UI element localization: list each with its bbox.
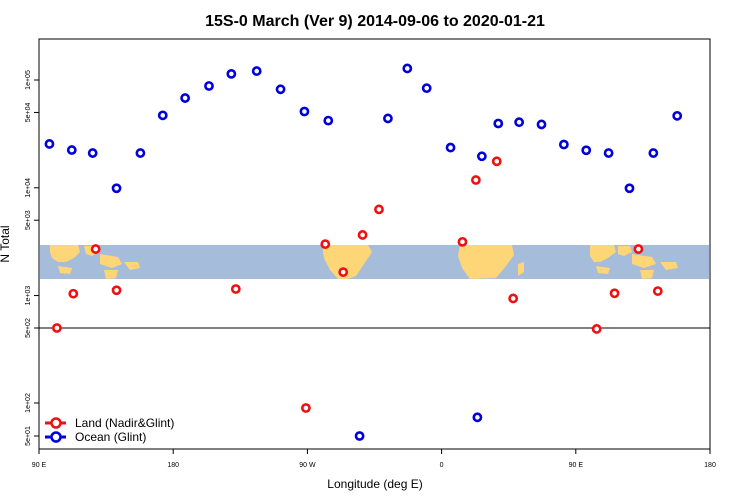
- ocean-point: [383, 113, 393, 124]
- y-tick-label: 1e+02: [25, 393, 32, 413]
- y-tick-label: 1e+04: [25, 178, 32, 198]
- land-point: [338, 267, 349, 278]
- land-point: [633, 244, 644, 254]
- map-land: [596, 266, 610, 274]
- map-land: [58, 266, 72, 274]
- legend-ocean-label: Ocean (Glint): [75, 430, 146, 444]
- land-point: [68, 288, 79, 299]
- x-axis: 90 E 180 90 W 0 90 E 180: [32, 449, 716, 469]
- ocean-point: [354, 431, 365, 441]
- y-tick-label: 5e+04: [25, 103, 32, 123]
- land-point: [508, 293, 519, 304]
- map-land: [660, 262, 678, 270]
- y-tick-label: 1e+03: [25, 286, 32, 306]
- legend-land-label: Land (Nadir&Glint): [75, 416, 174, 430]
- ocean-point: [402, 63, 413, 74]
- map-land: [100, 254, 122, 268]
- ocean-point: [648, 148, 659, 158]
- ocean-point: [87, 148, 98, 158]
- land-point: [652, 286, 663, 296]
- land-point: [357, 230, 368, 240]
- data-points: [44, 63, 683, 441]
- ocean-point: [66, 145, 77, 155]
- x-tick-label: 180: [167, 462, 179, 469]
- land-point: [470, 175, 481, 185]
- map-land: [640, 270, 654, 279]
- land-point: [609, 288, 620, 299]
- ocean-point: [275, 84, 286, 95]
- map-land: [104, 270, 118, 279]
- legend-ocean-marker: [50, 431, 62, 443]
- land-point: [51, 323, 62, 333]
- plot-frame: [38, 38, 711, 450]
- world-map-strip: [40, 245, 709, 279]
- ocean-point: [476, 151, 487, 162]
- map-land: [322, 245, 372, 279]
- ocean-point: [157, 110, 168, 121]
- ocean-point: [624, 183, 635, 194]
- ocean-point: [514, 117, 525, 128]
- y-tick-label: 1e+05: [25, 70, 32, 90]
- ocean-point: [445, 142, 456, 153]
- land-point: [591, 324, 602, 334]
- x-tick-label: 0: [440, 462, 444, 469]
- map-land: [632, 254, 656, 268]
- ocean-point: [603, 148, 614, 158]
- y-tick-label: 5e+01: [25, 426, 32, 446]
- ocean-point: [323, 115, 334, 126]
- land-point: [111, 285, 122, 296]
- ocean-point: [421, 83, 432, 94]
- ocean-point: [226, 68, 237, 79]
- x-tick-label: 90 W: [299, 462, 316, 469]
- chart-title: 15S-0 March (Ver 9) 2014-09-06 to 2020-0…: [205, 13, 545, 30]
- ocean-point: [581, 145, 592, 156]
- ocean-point: [111, 183, 122, 194]
- y-axis: 5e+01 1e+02 5e+02 1e+03 5e+03 1e+04 5e+04 1e+05: [25, 70, 39, 446]
- land-point: [301, 403, 311, 413]
- y-tick-label: 5e+03: [25, 210, 32, 230]
- ocean-point: [672, 110, 683, 121]
- ocean-point: [251, 66, 262, 76]
- ocean-point: [558, 139, 569, 150]
- map-land: [590, 245, 616, 262]
- x-tick-label: 90 E: [32, 462, 47, 469]
- land-point: [90, 244, 101, 254]
- land-point: [491, 156, 502, 167]
- map-land: [50, 245, 80, 262]
- x-axis-label: Longitude (deg E): [327, 477, 422, 491]
- ocean-point: [472, 412, 483, 423]
- y-tick-label: 5e+02: [25, 318, 32, 338]
- map-land: [458, 245, 514, 279]
- land-point: [457, 236, 468, 247]
- ocean-point: [44, 139, 55, 149]
- ocean-point: [180, 93, 191, 103]
- land-point: [230, 284, 241, 294]
- x-tick-label: 180: [704, 462, 716, 469]
- y-axis-label: N Total: [0, 225, 12, 262]
- x-tick-label: 90 E: [569, 462, 584, 469]
- ocean-point: [299, 106, 310, 117]
- land-point: [320, 239, 331, 250]
- ocean-point: [204, 81, 214, 91]
- land-point: [374, 204, 384, 215]
- legend-land-marker: [50, 417, 62, 429]
- map-land: [124, 262, 140, 270]
- map-land: [618, 246, 632, 256]
- map-land: [518, 262, 524, 276]
- legend: Land (Nadir&Glint) Ocean (Glint): [45, 416, 174, 444]
- ocean-point: [536, 119, 547, 130]
- ocean-point: [493, 118, 504, 129]
- ocean-point: [135, 148, 146, 158]
